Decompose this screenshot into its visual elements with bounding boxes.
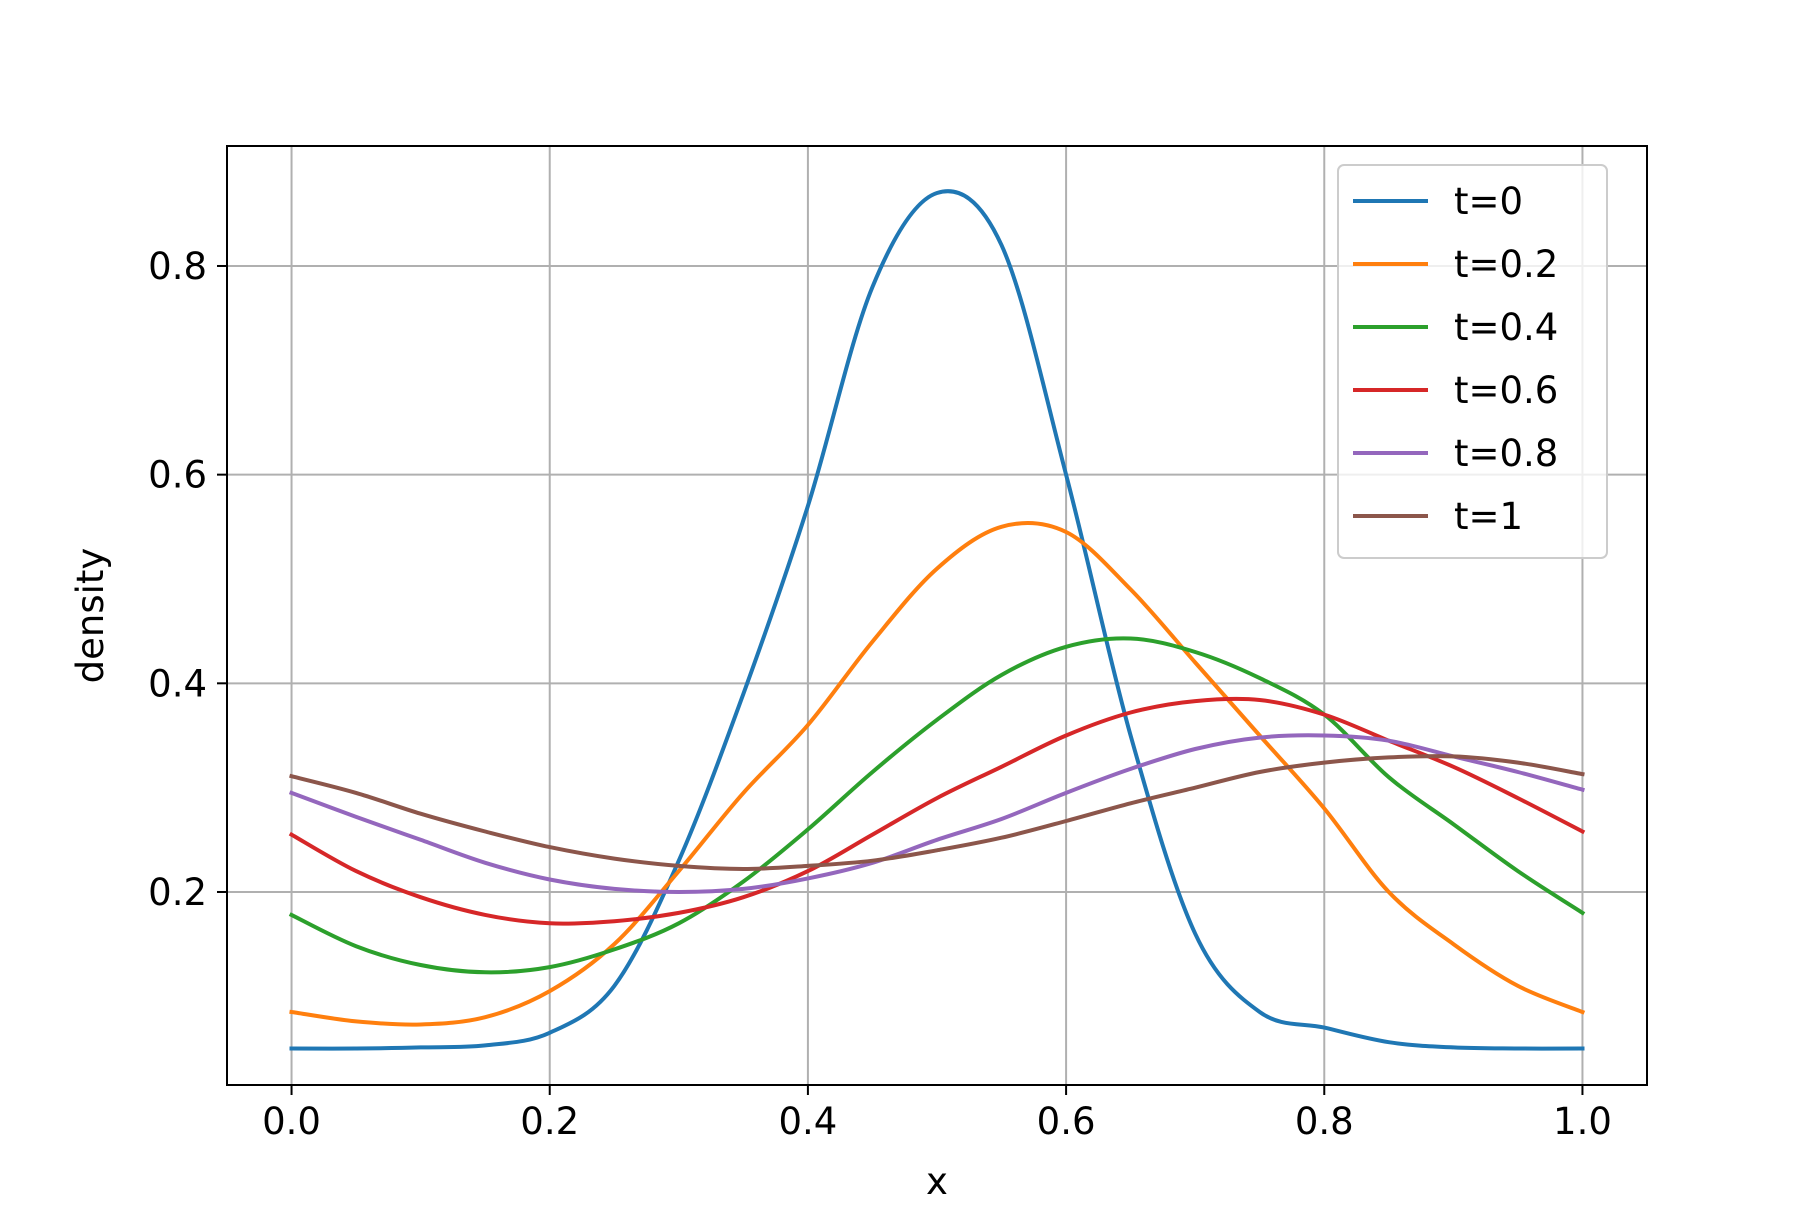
- x-tick-label: 1.0: [1553, 1100, 1612, 1143]
- legend-label: t=0.4: [1454, 306, 1558, 349]
- x-tick-label: 0.8: [1295, 1100, 1354, 1143]
- legend-label: t=0.8: [1454, 432, 1558, 475]
- legend-label: t=0.2: [1454, 243, 1558, 286]
- ticks: 0.0 0.2 0.4 0.6 0.8 1.0 0.2 0.4 0.6 0.8: [148, 245, 1612, 1143]
- x-tick-label: 0.6: [1037, 1100, 1096, 1143]
- series-line-3: [288, 696, 1586, 926]
- x-axis-label: x: [926, 1160, 948, 1200]
- series-line-2: [288, 636, 1586, 975]
- series-line-1: [289, 521, 1586, 1027]
- y-axis-label: density: [69, 548, 112, 684]
- x-tick-label: 0.4: [778, 1100, 837, 1143]
- legend-label: t=0: [1454, 180, 1523, 223]
- y-tick-label: 0.4: [148, 662, 207, 705]
- legend-label: t=1: [1454, 495, 1523, 538]
- x-tick-label: 0.0: [262, 1100, 321, 1143]
- y-tick-label: 0.6: [148, 454, 207, 497]
- series-line-4: [288, 733, 1585, 894]
- series-line-0: [289, 189, 1585, 1051]
- legend-label: t=0.6: [1454, 369, 1558, 412]
- y-tick-label: 0.8: [148, 245, 207, 288]
- legend: t=0 t=0.2 t=0.4 t=0.6 t=0.8 t=1: [1337, 164, 1608, 559]
- y-tick-label: 0.2: [148, 871, 207, 914]
- x-tick-label: 0.2: [520, 1100, 579, 1143]
- series-line-5: [289, 754, 1585, 871]
- series-lines: [288, 189, 1586, 1051]
- axes-frame: [226, 145, 1648, 1086]
